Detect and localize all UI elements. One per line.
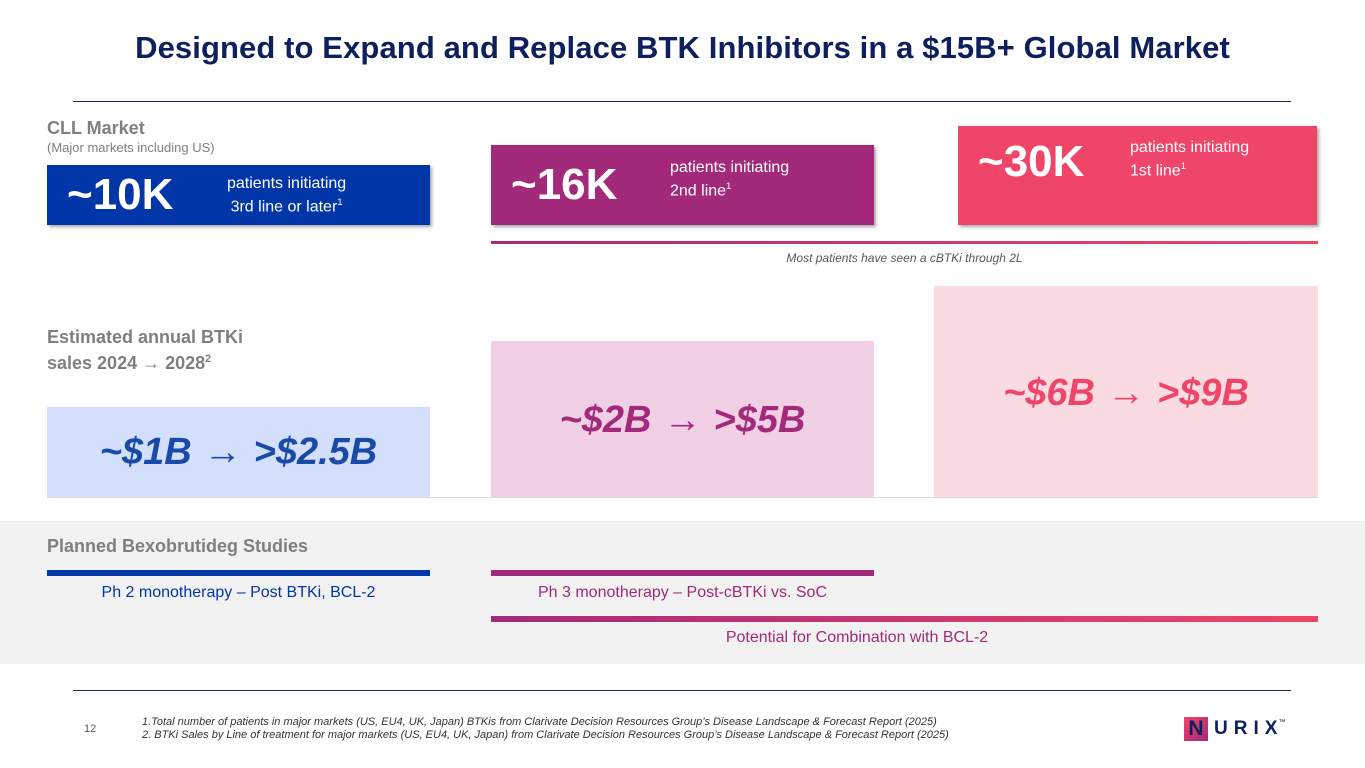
patients-1l-line1: patients initiating <box>1130 139 1250 157</box>
nurix-logo-wordmark: URIX <box>1214 718 1284 739</box>
ph2-bar <box>47 570 430 576</box>
ph2-label: Ph 2 monotherapy – Post BTKi, BCL-2 <box>101 584 376 601</box>
sales-heading-line1: Estimated annual BTKi <box>47 327 244 347</box>
sales-3l-from: ~$1B <box>99 430 192 473</box>
patients-2l-desc: patients initiating 2nd line1 <box>670 158 789 200</box>
arrow-right-icon: → <box>142 353 161 373</box>
patients-1l-footnote-ref: 1 <box>1180 161 1187 173</box>
title-divider <box>73 101 1291 102</box>
cll-market-heading: CLL Market <box>47 118 145 138</box>
page-title: Designed to Expand and Replace BTK Inhib… <box>135 30 1230 65</box>
patients-2l-box: ~16K patients initiating 2nd line1 <box>491 145 874 225</box>
patients-3l-desc: patients initiating 3rd line or later1 <box>227 174 346 216</box>
sales-3l-to: >$2.5B <box>253 430 378 473</box>
sales-heading-to: 2028 <box>165 353 206 373</box>
sales-3l-box: ~$1B → >$2.5B <box>47 407 430 497</box>
sales-1l-from: ~$6B <box>1003 372 1095 414</box>
sales-1l-to: >$9B <box>1157 372 1249 414</box>
patients-1l-desc: patients initiating 1st line1 <box>1130 138 1249 180</box>
footnotes: 1.Total number of patients in major mark… <box>142 716 949 742</box>
sales-2l-to: >$5B <box>713 399 806 441</box>
sales-heading-from: sales 2024 <box>47 353 138 373</box>
page-number: 12 <box>84 723 97 735</box>
ph3-label: Ph 3 monotherapy – Post-cBTKi vs. SoC <box>537 584 827 601</box>
arrow-right-icon: → <box>1107 372 1145 414</box>
nurix-logo: N URIX ™ <box>1184 716 1285 742</box>
sales-1l-box: ~$6B → >$9B <box>934 286 1318 497</box>
patients-2l-footnote-ref: 1 <box>726 180 732 192</box>
studies-panel: Planned Bexobrutideg Studies Ph 2 monoth… <box>0 521 1365 664</box>
ph3-bar <box>491 570 874 576</box>
patients-2l-line1: patients initiating <box>670 158 790 176</box>
patients-1l-box: ~30K patients initiating 1st line1 <box>958 126 1317 225</box>
combo-label: Potential for Combination with BCL-2 <box>725 629 989 646</box>
patients-3l-line1: patients initiating <box>227 174 347 192</box>
patients-3l-line2: 3rd line or later <box>230 198 338 216</box>
patients-1l-value: ~30K <box>978 136 1085 186</box>
patients-1l-line2: 1st line <box>1130 162 1181 180</box>
patients-2l-line2: 2nd line <box>670 182 727 200</box>
sales-heading: Estimated annual BTKi sales 2024 → 20282 <box>47 326 243 374</box>
patients-3l-box: ~10K patients initiating 3rd line or lat… <box>47 165 430 225</box>
arrow-right-icon: → <box>663 399 702 441</box>
sales-2l-box: ~$2B → >$5B <box>491 341 874 497</box>
nurix-logo-mark: N <box>1184 717 1208 741</box>
sales-2l-from: ~$2B <box>559 399 652 441</box>
cbtki-note: Most patients have seen a cBTKi through … <box>786 251 1023 265</box>
nurix-logo-tm: ™ <box>1278 718 1286 726</box>
sales-baseline <box>47 497 1318 498</box>
footer-divider <box>73 690 1291 691</box>
combo-bar <box>491 616 1318 622</box>
patients-3l-footnote-ref: 1 <box>337 196 343 208</box>
footnote-2: 2. BTKi Sales by Line of treatment for m… <box>142 729 949 741</box>
cbtki-gradient-line <box>491 241 1318 244</box>
cll-market-subheading: (Major markets including US) <box>47 140 215 155</box>
patients-3l-value: ~10K <box>67 170 174 219</box>
arrow-right-icon: → <box>203 430 242 473</box>
sales-heading-footnote-ref: 2 <box>205 353 212 365</box>
patients-2l-value: ~16K <box>511 160 618 209</box>
studies-heading: Planned Bexobrutideg Studies <box>47 536 309 556</box>
footnote-1: 1.Total number of patients in major mark… <box>142 716 937 728</box>
